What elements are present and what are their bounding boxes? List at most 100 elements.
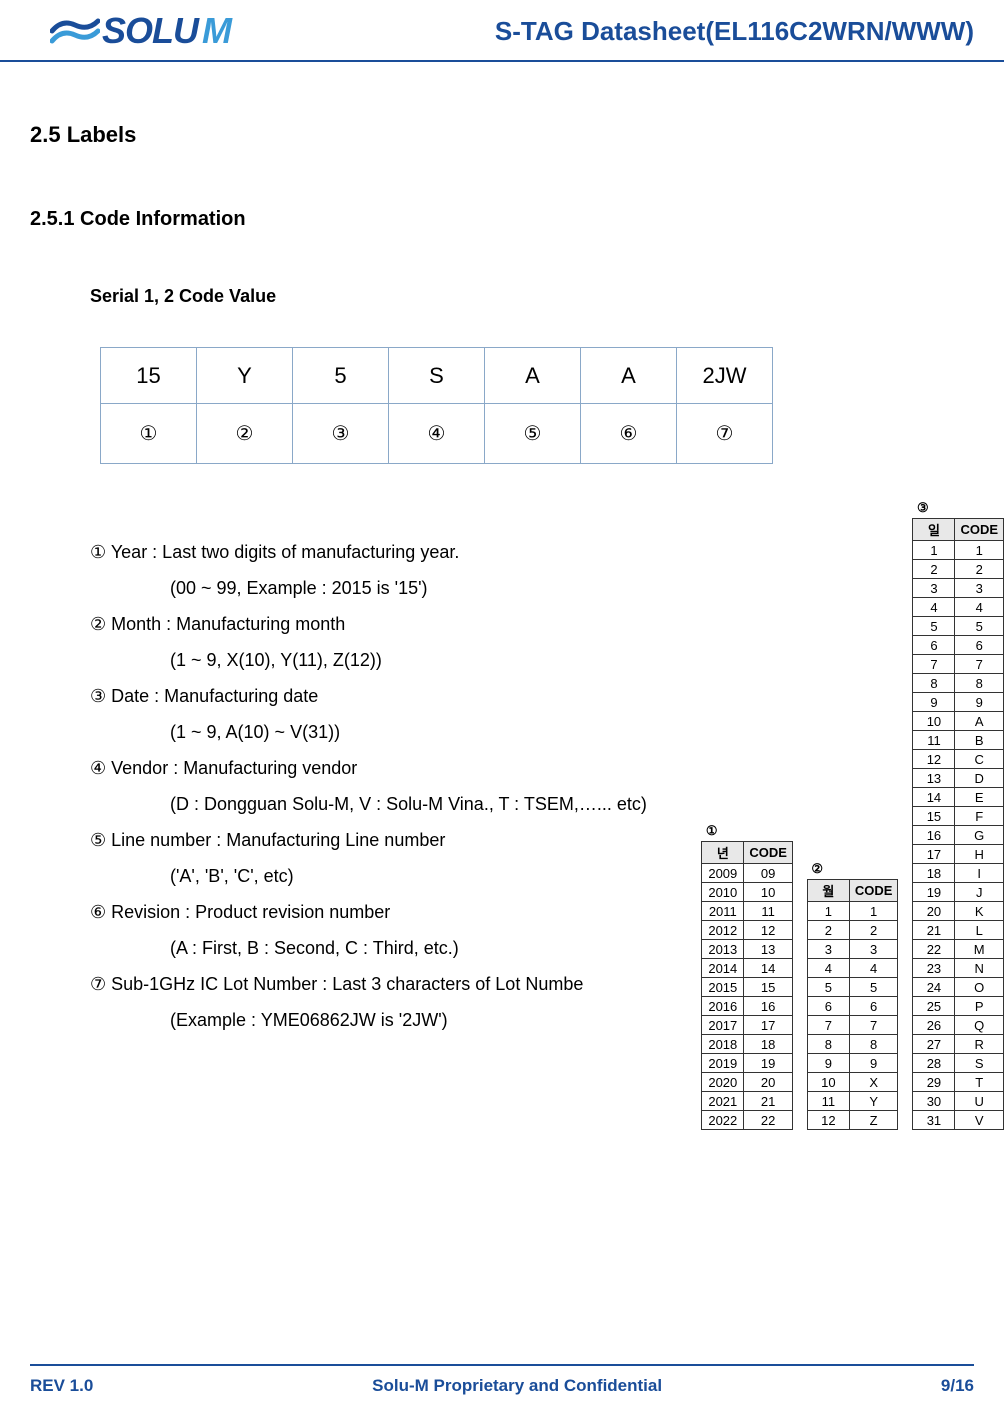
table-cell: V <box>955 1111 1004 1130</box>
table-row: 201313 <box>702 940 793 959</box>
table-cell: A <box>955 712 1004 731</box>
table-cell: L <box>955 921 1004 940</box>
day-table-wrap: ③일CODE11223344556677889910A11B12C13D14E1… <box>912 498 1004 1130</box>
table-cell: 7 <box>955 655 1004 674</box>
code-index-cell: ⑥ <box>581 404 677 464</box>
table-row: 20K <box>913 902 1004 921</box>
table-row: 201818 <box>702 1035 793 1054</box>
table-cell: 2020 <box>702 1073 744 1092</box>
table-cell: C <box>955 750 1004 769</box>
footer-rev: REV 1.0 <box>30 1376 93 1396</box>
table-cell: 1 <box>807 902 849 921</box>
table-cell: B <box>955 731 1004 750</box>
table-cell: 11 <box>744 902 793 921</box>
code-index-cell: ⑦ <box>677 404 773 464</box>
table-row: 10A <box>913 712 1004 731</box>
table-row: 25P <box>913 997 1004 1016</box>
table-cell: 8 <box>955 674 1004 693</box>
table-row: 88 <box>913 674 1004 693</box>
table-row: 77 <box>913 655 1004 674</box>
footer-confidential: Solu-M Proprietary and Confidential <box>372 1376 662 1396</box>
code-cell: 15 <box>101 348 197 404</box>
table-cell: 10 <box>913 712 955 731</box>
table-cell: E <box>955 788 1004 807</box>
day-code-table: ③일CODE11223344556677889910A11B12C13D14E1… <box>912 498 1004 1130</box>
table-cell: 8 <box>913 674 955 693</box>
table-cell: 26 <box>913 1016 955 1035</box>
table-row: 99 <box>807 1054 898 1073</box>
table-cell: H <box>955 845 1004 864</box>
code-index-cell: ④ <box>389 404 485 464</box>
table-row: 24O <box>913 978 1004 997</box>
table-cell: 11 <box>807 1092 849 1111</box>
table-row: 201515 <box>702 978 793 997</box>
table-cell: 6 <box>849 997 898 1016</box>
table-cell: T <box>955 1073 1004 1092</box>
code-cell: A <box>581 348 677 404</box>
table-row: 10X <box>807 1073 898 1092</box>
table-cell: 4 <box>849 959 898 978</box>
section-heading-2-5-1: 2.5.1 Code Information <box>30 208 974 231</box>
table-row: 201919 <box>702 1054 793 1073</box>
table-cell: 16 <box>913 826 955 845</box>
table-cell: 27 <box>913 1035 955 1054</box>
page-footer: REV 1.0 Solu-M Proprietary and Confident… <box>30 1364 974 1396</box>
table-cell: 15 <box>913 807 955 826</box>
table-cell: 14 <box>744 959 793 978</box>
table-cell: 5 <box>913 617 955 636</box>
table-cell: 23 <box>913 959 955 978</box>
table-row: 11Y <box>807 1092 898 1111</box>
table-cell: 4 <box>913 598 955 617</box>
code-cell: 2JW <box>677 348 773 404</box>
table-row: 13D <box>913 769 1004 788</box>
table-cell: 12 <box>807 1111 849 1130</box>
table-cell: 28 <box>913 1054 955 1073</box>
table-row: 31V <box>913 1111 1004 1130</box>
table-cell: R <box>955 1035 1004 1054</box>
table-cell: 13 <box>744 940 793 959</box>
table-row: 18I <box>913 864 1004 883</box>
month-code-table: ②월CODE11223344556677889910X11Y12Z <box>807 859 899 1130</box>
table-cell: P <box>955 997 1004 1016</box>
table-cell: O <box>955 978 1004 997</box>
table-row: 202121 <box>702 1092 793 1111</box>
table-cell: Z <box>849 1111 898 1130</box>
table-cell: 5 <box>849 978 898 997</box>
table-row: 55 <box>807 978 898 997</box>
logo: SOLU M <box>50 10 231 52</box>
table-cell: 11 <box>913 731 955 750</box>
table-cell: 2009 <box>702 864 744 883</box>
table-row: 26Q <box>913 1016 1004 1035</box>
table-cell: 9 <box>955 693 1004 712</box>
table-number-label: ① <box>702 821 793 842</box>
table-cell: K <box>955 902 1004 921</box>
code-index-cell: ② <box>197 404 293 464</box>
table-cell: J <box>955 883 1004 902</box>
table-cell: 2012 <box>702 921 744 940</box>
code-cell: Y <box>197 348 293 404</box>
table-cell: 2014 <box>702 959 744 978</box>
table-cell: 24 <box>913 978 955 997</box>
table-header-cell: CODE <box>849 880 898 902</box>
table-cell: 7 <box>913 655 955 674</box>
table-header-cell: CODE <box>744 842 793 864</box>
logo-text-solu: SOLU <box>102 10 198 52</box>
table-row: 11 <box>807 902 898 921</box>
table-cell: D <box>955 769 1004 788</box>
table-cell: 10 <box>744 883 793 902</box>
code-index-cell: ① <box>101 404 197 464</box>
page-header: SOLU M S-TAG Datasheet(EL116C2WRN/WWW) <box>0 0 1004 62</box>
table-row: 99 <box>913 693 1004 712</box>
table-row: 28S <box>913 1054 1004 1073</box>
table-cell: 2013 <box>702 940 744 959</box>
table-cell: 6 <box>807 997 849 1016</box>
table-cell: 10 <box>807 1073 849 1092</box>
serial-code-table: 15Y5SAA2JW ①②③④⑤⑥⑦ <box>100 347 773 464</box>
table-cell: 2022 <box>702 1111 744 1130</box>
table-row: 77 <box>807 1016 898 1035</box>
table-cell: 7 <box>849 1016 898 1035</box>
year-code-table: ①년CODE2009092010102011112012122013132014… <box>701 821 793 1130</box>
table-row: 22M <box>913 940 1004 959</box>
table-cell: 21 <box>744 1092 793 1111</box>
table-cell: 3 <box>807 940 849 959</box>
